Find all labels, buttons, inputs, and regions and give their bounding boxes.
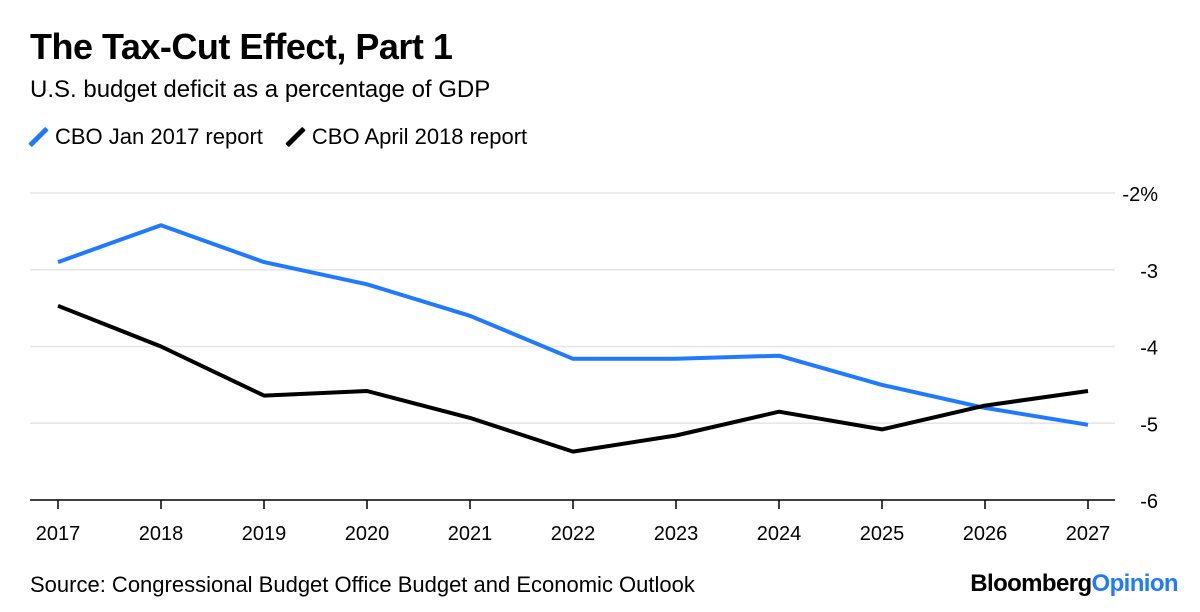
series-line-april-2018 bbox=[57, 303, 1089, 454]
x-tick-label: 2020 bbox=[345, 523, 390, 545]
legend-item-jan-2017: CBO Jan 2017 report bbox=[28, 124, 263, 150]
x-tick-label: 2023 bbox=[654, 523, 699, 545]
chart-title: The Tax-Cut Effect, Part 1 bbox=[30, 26, 453, 67]
x-tick-label: 2025 bbox=[860, 523, 905, 545]
brand-main: Bloomberg bbox=[970, 570, 1092, 597]
x-tick-label: 2026 bbox=[963, 523, 1008, 545]
y-tick-label: -3 bbox=[1140, 261, 1158, 283]
y-tick-label: -5 bbox=[1140, 414, 1158, 436]
bloomberg-opinion-logo: BloombergOpinion bbox=[970, 570, 1178, 598]
y-tick-label: -2% bbox=[1122, 184, 1158, 206]
legend-label-april-2018: CBO April 2018 report bbox=[311, 124, 528, 149]
legend-label-jan-2017: CBO Jan 2017 report bbox=[55, 124, 263, 149]
x-tick-label: 2019 bbox=[242, 523, 287, 545]
y-tick-label: -4 bbox=[1140, 338, 1158, 360]
series-line-jan-2017 bbox=[57, 223, 1089, 427]
y-tick-label: -6 bbox=[1140, 491, 1158, 513]
x-tick-label: 2027 bbox=[1066, 523, 1111, 545]
x-tick-label: 2018 bbox=[139, 523, 184, 545]
brand-accent: Opinion bbox=[1091, 570, 1179, 597]
legend-item-april-2018: CBO April 2018 report bbox=[285, 124, 528, 150]
x-tick-label: 2021 bbox=[448, 523, 493, 545]
x-tick-label: 2024 bbox=[757, 523, 802, 545]
chart-subtitle: U.S. budget deficit as a percentage of G… bbox=[30, 76, 491, 103]
legend: CBO Jan 2017 report CBO April 2018 repor… bbox=[28, 124, 557, 150]
x-tick-label: 2017 bbox=[36, 523, 81, 545]
source-note: Source: Congressional Budget Office Budg… bbox=[30, 572, 695, 597]
x-tick-label: 2022 bbox=[551, 523, 596, 545]
